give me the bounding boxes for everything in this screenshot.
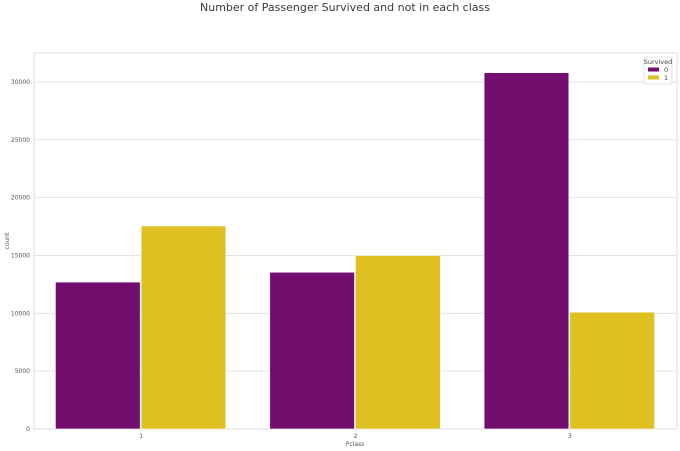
y-tick-label: 0 xyxy=(26,426,30,433)
bars xyxy=(55,72,655,430)
chart-title: Number of Passenger Survived and not in … xyxy=(200,1,490,14)
bar-class-2-survived-1 xyxy=(355,255,441,430)
bar-class-1-survived-0 xyxy=(55,281,141,430)
x-axis-ticks: 1 2 3 xyxy=(139,429,572,440)
x-tick-label: 3 xyxy=(568,433,572,440)
y-tick-label: 20000 xyxy=(11,195,30,202)
x-tick-label: 2 xyxy=(354,433,358,440)
y-tick-label: 15000 xyxy=(11,252,30,259)
legend-title: Survived xyxy=(644,58,673,66)
legend-label-1: 1 xyxy=(664,74,668,82)
bar-class-3-survived-1 xyxy=(569,311,655,430)
bar-class-1-survived-1 xyxy=(140,225,227,430)
legend-swatch-1 xyxy=(648,75,659,80)
y-tick-label: 5000 xyxy=(15,368,30,375)
legend-swatch-0 xyxy=(648,67,659,72)
bar-class-3-survived-0 xyxy=(483,72,570,430)
y-axis-label: count xyxy=(4,232,11,250)
y-tick-label: 25000 xyxy=(11,137,30,144)
legend-label-0: 0 xyxy=(664,66,668,74)
y-tick-label: 10000 xyxy=(11,310,30,317)
y-axis-ticks: 0 5000 10000 15000 20000 25000 30000 xyxy=(11,79,30,433)
x-tick-label: 1 xyxy=(139,433,143,440)
bar-class-2-survived-0 xyxy=(269,271,355,430)
x-axis-label: Pclass xyxy=(346,441,365,448)
y-tick-label: 30000 xyxy=(11,79,30,86)
legend: Survived 01 xyxy=(643,56,673,85)
